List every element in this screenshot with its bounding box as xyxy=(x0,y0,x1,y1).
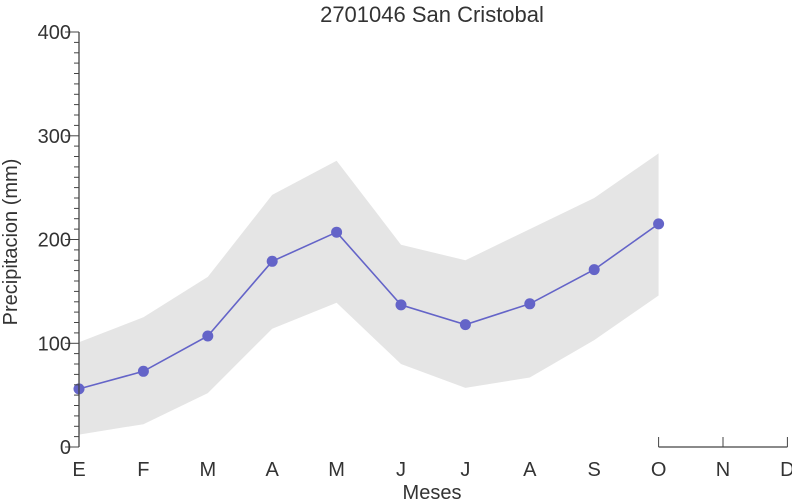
x-tick-label: S xyxy=(588,459,601,481)
x-tick-label: N xyxy=(716,459,730,481)
data-points-layer xyxy=(73,218,665,395)
data-point xyxy=(524,298,536,310)
confidence-band-layer xyxy=(79,153,659,435)
x-tick-label: F xyxy=(137,459,149,481)
confidence-band xyxy=(79,153,659,435)
x-tick-label: O xyxy=(651,459,667,481)
data-point xyxy=(137,365,149,377)
series-line-layer xyxy=(78,223,660,390)
y-tick-label: 0 xyxy=(60,437,71,459)
x-tick-label: A xyxy=(523,459,537,481)
y-tick-label: 400 xyxy=(38,22,71,44)
x-tick-label: M xyxy=(199,459,216,481)
x-tick-label: D xyxy=(780,459,792,481)
data-point xyxy=(653,218,665,230)
y-axis: 0 100 200 300 400 xyxy=(38,22,80,459)
data-point xyxy=(395,299,407,311)
data-point xyxy=(459,319,471,331)
y-axis-label: Precipitacion (mm) xyxy=(0,159,22,326)
data-point xyxy=(266,255,278,267)
x-tick-label: J xyxy=(460,459,470,481)
data-point xyxy=(331,226,343,238)
y-tick-label: 100 xyxy=(38,333,71,355)
y-tick-label: 300 xyxy=(38,126,71,148)
x-tick-label: M xyxy=(328,459,345,481)
data-point xyxy=(202,330,214,342)
x-tick-label: J xyxy=(396,459,406,481)
x-tick-label: A xyxy=(266,459,280,481)
chart-title: 2701046 San Cristobal xyxy=(320,2,544,27)
data-point xyxy=(588,264,600,276)
series-line xyxy=(78,223,660,390)
y-tick-label: 200 xyxy=(38,230,71,252)
x-tick-label: E xyxy=(72,459,85,481)
x-axis-label: Meses xyxy=(403,482,462,503)
